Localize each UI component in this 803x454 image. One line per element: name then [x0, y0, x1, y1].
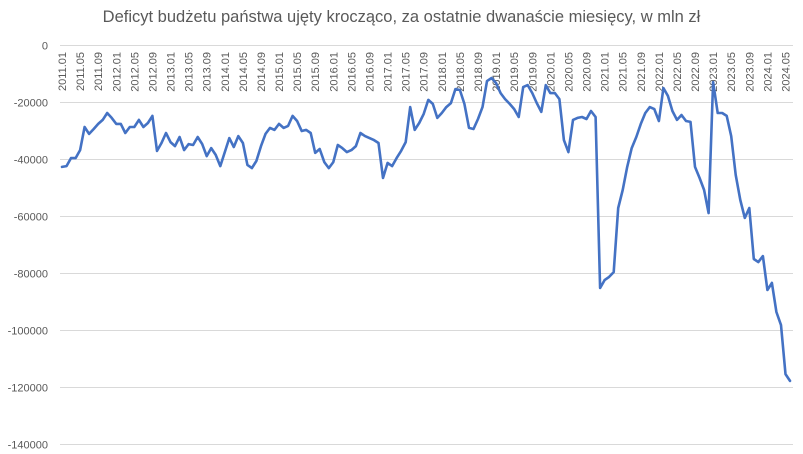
deficit-line — [60, 76, 792, 383]
x-tick-label: 2015.01 — [274, 52, 286, 92]
x-tick-label: 2023.05 — [726, 52, 738, 92]
x-tick-label: 2022.01 — [654, 52, 666, 92]
y-tick-label: -60000 — [14, 212, 48, 224]
x-tick-label: 2013.05 — [184, 52, 196, 92]
x-tick-label: 2018.09 — [473, 52, 485, 92]
x-tick-label: 2011.09 — [93, 52, 105, 91]
x-tick-label: 2012.01 — [111, 52, 123, 92]
y-axis-labels: 0 -20000 -40000 -60000 -80000 -100000 -120000 -… — [8, 41, 48, 452]
x-tick-label: 2013.01 — [166, 52, 178, 92]
x-tick-label: 2015.09 — [310, 52, 322, 92]
x-tick-label: 2023.09 — [744, 52, 756, 92]
y-tick-label: -40000 — [14, 155, 48, 167]
x-tick-label: 2022.05 — [672, 52, 684, 92]
data-series — [60, 76, 792, 383]
x-tick-label: 2018.01 — [437, 52, 449, 92]
y-tick-label: -120000 — [8, 383, 48, 395]
x-tick-label: 2020.01 — [545, 52, 557, 92]
x-tick-label: 2016.01 — [328, 52, 340, 92]
x-tick-label: 2014.09 — [256, 52, 268, 92]
x-axis-labels: 2011.01 2011.05 2011.09 2012.01 2012.05 2012.… — [57, 52, 792, 92]
x-tick-label: 2021.09 — [636, 52, 648, 92]
x-tick-label: 2012.09 — [147, 52, 159, 92]
x-tick-label: 2017.05 — [401, 52, 413, 92]
x-tick-label: 2015.05 — [292, 52, 304, 92]
chart-title: Deficyt budżetu państwa ujęty krocząco, … — [102, 8, 701, 26]
x-tick-label: 2011.01 — [57, 52, 69, 91]
x-tick-label: 2019.09 — [527, 52, 539, 92]
x-tick-label: 2024.05 — [780, 52, 792, 92]
x-tick-label: 2011.05 — [75, 52, 87, 91]
x-tick-label: 2022.09 — [690, 52, 702, 92]
x-tick-label: 2021.01 — [600, 52, 612, 92]
x-tick-label: 2017.01 — [383, 52, 395, 92]
x-tick-label: 2020.05 — [563, 52, 575, 92]
y-tick-label: -80000 — [14, 269, 48, 281]
x-tick-label: 2021.05 — [618, 52, 630, 92]
y-tick-label: -100000 — [8, 326, 48, 338]
x-tick-label: 2019.05 — [509, 52, 521, 92]
y-tick-label: -140000 — [8, 440, 48, 452]
x-tick-label: 2014.01 — [220, 52, 232, 92]
y-tick-label: -20000 — [14, 98, 48, 110]
y-tick-label: 0 — [42, 41, 48, 53]
x-tick-label: 2014.05 — [238, 52, 250, 92]
x-tick-label: 2012.05 — [129, 52, 141, 92]
x-tick-label: 2020.09 — [582, 52, 594, 92]
x-tick-label: 2013.09 — [202, 52, 214, 92]
x-tick-label: 2023.01 — [708, 52, 720, 92]
x-tick-label: 2016.09 — [364, 52, 376, 92]
x-tick-label: 2016.05 — [346, 52, 358, 92]
x-tick-label: 2024.01 — [762, 52, 774, 92]
x-tick-label: 2018.05 — [455, 52, 467, 92]
x-tick-label: 2017.09 — [419, 52, 431, 92]
